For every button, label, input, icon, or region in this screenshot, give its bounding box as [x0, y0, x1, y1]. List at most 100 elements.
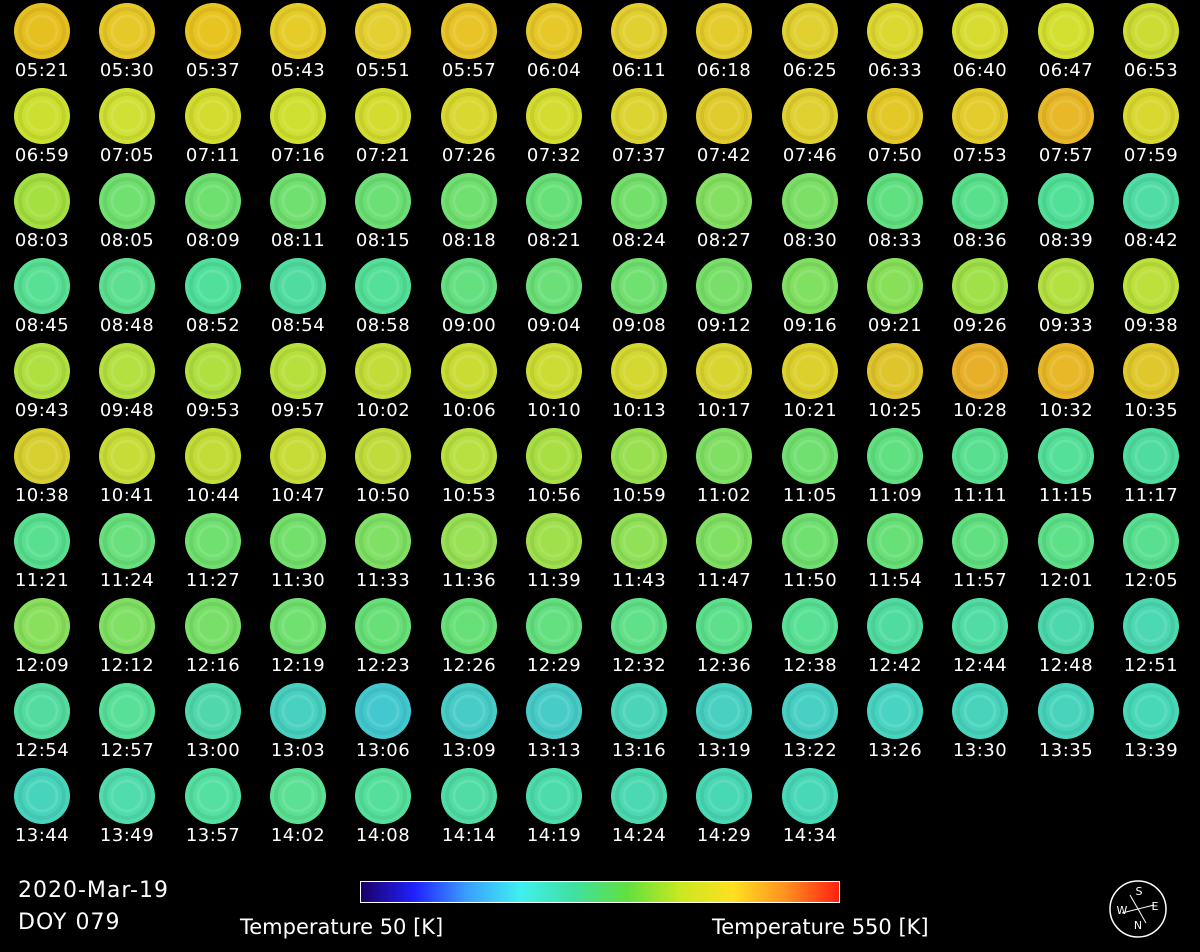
frame-time-label: 12:32	[611, 655, 667, 676]
thermal-frame: 06:59	[0, 85, 85, 170]
frame-time-label: 09:53	[185, 400, 241, 421]
thermal-disk-image	[952, 3, 1008, 59]
frame-time-label: 08:03	[14, 230, 70, 251]
frame-time-label: 10:59	[611, 485, 667, 506]
thermal-disk-image	[782, 258, 838, 314]
thermal-disk-image	[1038, 88, 1094, 144]
frame-time-label: 13:49	[99, 825, 155, 846]
frame-time-label: 06:59	[14, 145, 70, 166]
thermal-frame: 13:22	[768, 680, 853, 765]
thermal-frame: 13:30	[938, 680, 1023, 765]
thermal-disk-image	[1038, 683, 1094, 739]
frame-time-label: 13:39	[1123, 740, 1179, 761]
thermal-frame: 10:56	[512, 425, 597, 510]
thermal-frame: 08:03	[0, 170, 85, 255]
thermal-frame: 12:23	[341, 595, 426, 680]
thermal-disk-image	[441, 428, 497, 484]
thermal-frame: 10:17	[682, 340, 767, 425]
frame-time-label: 13:19	[696, 740, 752, 761]
frame-time-label: 08:09	[185, 230, 241, 251]
thermal-frame: 12:29	[512, 595, 597, 680]
thermal-disk-image	[526, 173, 582, 229]
thermal-frame: 08:58	[341, 255, 426, 340]
thermal-disk-image	[696, 258, 752, 314]
thermal-disk-image	[696, 513, 752, 569]
thermal-frame: 10:02	[341, 340, 426, 425]
thermal-frame: 06:47	[1024, 0, 1109, 85]
thermal-frame: 14:29	[682, 765, 767, 850]
thermal-disk-image	[696, 598, 752, 654]
frame-time-label: 07:59	[1123, 145, 1179, 166]
thermal-disk-image	[14, 768, 70, 824]
thermal-disk-image	[867, 513, 923, 569]
thermal-disk-image	[782, 428, 838, 484]
thermal-disk-image	[867, 173, 923, 229]
thermal-frame: 08:27	[682, 170, 767, 255]
thermal-disk-image	[185, 3, 241, 59]
thermal-frame: 12:38	[768, 595, 853, 680]
thermal-frame: 08:21	[512, 170, 597, 255]
thermal-disk-image	[99, 598, 155, 654]
frame-time-label: 13:44	[14, 825, 70, 846]
thermal-disk-image	[270, 768, 326, 824]
thermal-frame: 10:53	[427, 425, 512, 510]
thermal-disk-image	[526, 598, 582, 654]
frame-time-label: 07:42	[696, 145, 752, 166]
frame-time-label: 09:04	[526, 315, 582, 336]
thermal-disk-image	[99, 513, 155, 569]
thermal-frame: 14:08	[341, 765, 426, 850]
thermal-disk-image	[526, 88, 582, 144]
frame-time-label: 10:41	[99, 485, 155, 506]
thermal-disk-image	[526, 683, 582, 739]
frame-time-label: 06:40	[952, 60, 1008, 81]
thermal-frame: 11:33	[341, 510, 426, 595]
thermal-frame: 06:11	[597, 0, 682, 85]
frame-time-label: 06:25	[782, 60, 838, 81]
thermal-frame: 09:43	[0, 340, 85, 425]
thermal-disk-image	[441, 683, 497, 739]
frame-time-label: 10:25	[867, 400, 923, 421]
frame-time-label: 14:24	[611, 825, 667, 846]
frame-time-label: 12:54	[14, 740, 70, 761]
thermal-disk-image	[270, 258, 326, 314]
thermal-frame: 07:21	[341, 85, 426, 170]
thermal-disk-image	[185, 428, 241, 484]
thermal-frame: 10:50	[341, 425, 426, 510]
thermal-frame: 12:36	[682, 595, 767, 680]
frame-time-label: 11:54	[867, 570, 923, 591]
colorbar-min-label: Temperature 50 [K]	[240, 915, 444, 939]
frame-time-label: 05:30	[99, 60, 155, 81]
thermal-disk-image	[14, 173, 70, 229]
thermal-disk-image	[270, 3, 326, 59]
frame-time-label: 08:54	[270, 315, 326, 336]
frame-time-label: 10:17	[696, 400, 752, 421]
frame-time-label: 09:38	[1123, 315, 1179, 336]
thermal-frame: 13:09	[427, 680, 512, 765]
thermal-disk-image	[611, 768, 667, 824]
thermal-frame: 09:53	[171, 340, 256, 425]
frame-time-label: 08:15	[355, 230, 411, 251]
thermal-frame: 10:59	[597, 425, 682, 510]
thermal-frame: 09:57	[256, 340, 341, 425]
thermal-frame: 13:16	[597, 680, 682, 765]
thermal-disk-image	[14, 598, 70, 654]
thermal-disk-image	[867, 88, 923, 144]
frame-time-label: 07:50	[867, 145, 923, 166]
frame-time-label: 10:44	[185, 485, 241, 506]
thermal-disk-image	[99, 343, 155, 399]
thermal-frame: 09:33	[1024, 255, 1109, 340]
thermal-disk-image	[14, 513, 70, 569]
thermal-frame: 10:13	[597, 340, 682, 425]
thermal-frame: 14:34	[768, 765, 853, 850]
thermal-disk-image	[611, 598, 667, 654]
thermal-disk-image	[611, 428, 667, 484]
thermal-frame: 09:12	[682, 255, 767, 340]
thermal-frame: 05:43	[256, 0, 341, 85]
thermal-disk-image	[1123, 343, 1179, 399]
thermal-disk-image	[185, 343, 241, 399]
frame-time-label: 09:12	[696, 315, 752, 336]
thermal-disk-image	[952, 598, 1008, 654]
thermal-frame: 08:05	[85, 170, 170, 255]
thermal-frame: 09:48	[85, 340, 170, 425]
frame-time-label: 12:26	[441, 655, 497, 676]
